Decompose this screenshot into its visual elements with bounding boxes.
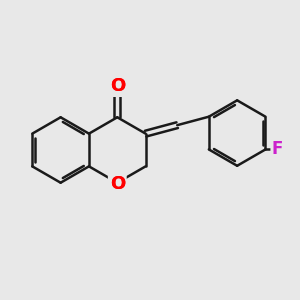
Text: F: F bbox=[271, 140, 283, 158]
Text: O: O bbox=[110, 176, 125, 194]
Text: O: O bbox=[110, 176, 125, 194]
Text: O: O bbox=[110, 77, 125, 95]
Text: F: F bbox=[271, 140, 283, 158]
Text: O: O bbox=[110, 77, 125, 95]
Text: O: O bbox=[110, 176, 125, 194]
Text: O: O bbox=[110, 77, 125, 95]
